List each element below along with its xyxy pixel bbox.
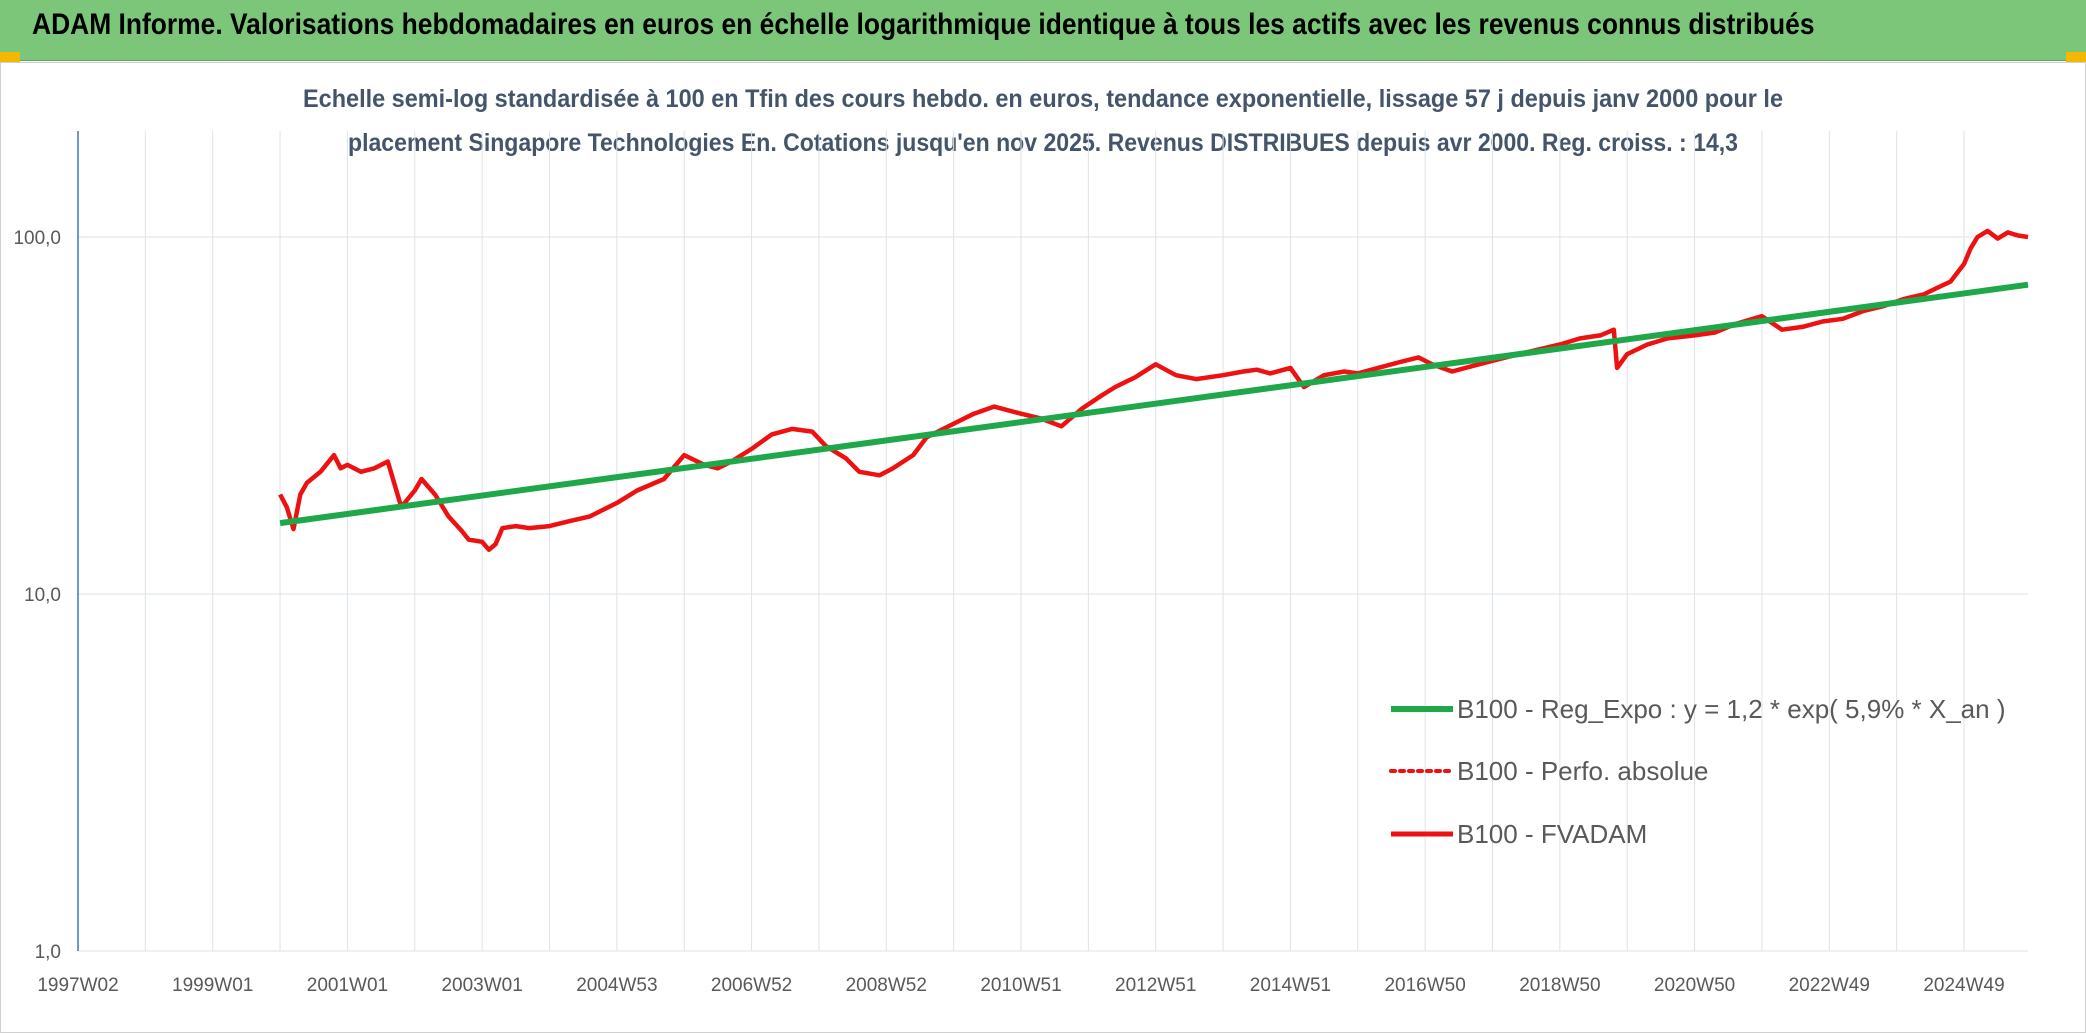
- legend: B100 - Reg_Expo : y = 1,2 * exp( 5,9% * …: [1389, 694, 2006, 849]
- header-banner: ADAM Informe. Valorisations hebdomadaire…: [0, 0, 2086, 61]
- fvadam-line: [278, 228, 2029, 553]
- x-tick-label: 2012W51: [1115, 975, 1196, 996]
- x-tick-label: 2010W51: [980, 975, 1061, 996]
- y-tick-label: 1,0: [35, 942, 61, 963]
- series-lines: [278, 228, 2029, 553]
- chart-subtitle-line2: placement Singapore Technologies En. Cot…: [348, 129, 1738, 157]
- x-tick-label: 1999W01: [172, 975, 253, 996]
- x-tick-label: 2006W52: [711, 975, 792, 996]
- grid-lines: [77, 131, 2028, 952]
- corner-marker-right: [2066, 52, 2086, 64]
- y-tick-label: 10,0: [24, 585, 61, 606]
- regression-line: [279, 281, 2029, 527]
- x-tick-label: 1997W02: [37, 975, 118, 996]
- chart-svg: Echelle semi-log standardisée à 100 en T…: [13, 85, 2029, 996]
- x-tick-label: 2024W49: [1923, 975, 2004, 996]
- x-tick-label: 2018W50: [1519, 975, 1600, 996]
- x-tick-label: 2014W51: [1250, 975, 1331, 996]
- corner-marker-left: [0, 52, 20, 64]
- chart-area: Echelle semi-log standardisée à 100 en T…: [0, 62, 2086, 1033]
- x-tick-label: 2016W50: [1384, 975, 1465, 996]
- legend-label: B100 - FVADAM: [1457, 819, 1647, 849]
- x-tick-label: 2001W01: [307, 975, 388, 996]
- chart-subtitle-line1: Echelle semi-log standardisée à 100 en T…: [303, 85, 1783, 113]
- tick-labels: 1,0 10,0 100,0 1997W02 1999W01 2001W01 2003W01…: [13, 228, 2004, 996]
- x-tick-label: 2020W50: [1654, 975, 1735, 996]
- legend-label: B100 - Perfo. absolue: [1457, 756, 1709, 786]
- x-tick-label: 2008W52: [846, 975, 927, 996]
- report-title: ADAM Informe. Valorisations hebdomadaire…: [32, 8, 1815, 41]
- legend-label: B100 - Reg_Expo : y = 1,2 * exp( 5,9% * …: [1457, 694, 2006, 724]
- y-tick-label: 100,0: [13, 228, 61, 249]
- x-tick-label: 2004W53: [576, 975, 657, 996]
- x-tick-label: 2003W01: [441, 975, 522, 996]
- x-tick-label: 2022W49: [1789, 975, 1870, 996]
